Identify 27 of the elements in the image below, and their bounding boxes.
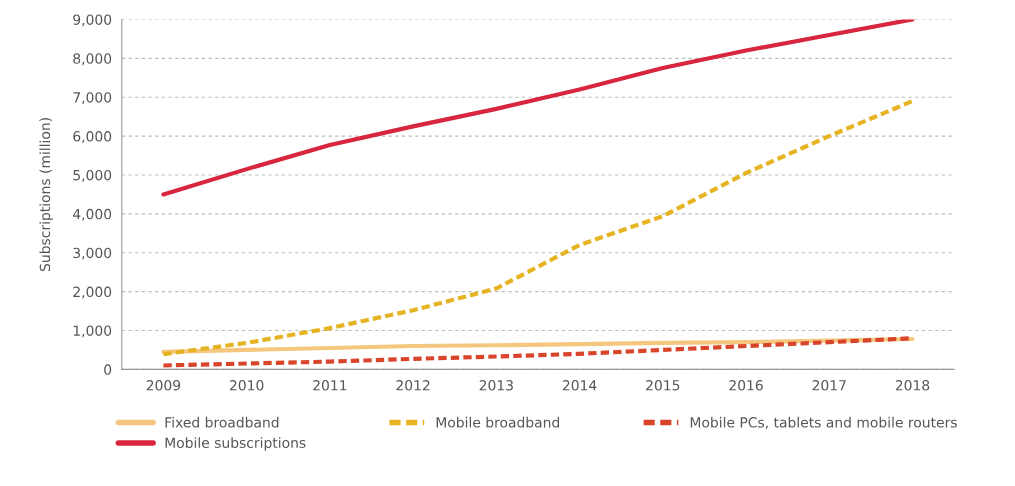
y-tick-label: 6,000: [73, 131, 112, 143]
x-tick-label: 2012: [396, 380, 430, 391]
legend-label: Mobile subscriptions: [165, 437, 306, 451]
x-tick-label: 2009: [146, 380, 181, 391]
line-series: [161, 99, 915, 357]
x-tick-label: 2013: [479, 380, 513, 391]
y-tick-label: 5,000: [73, 169, 112, 182]
y-tick-label: 0: [104, 364, 112, 375]
y-tick-label: 1,000: [73, 325, 112, 338]
x-tick-label: 2017: [812, 380, 846, 391]
legend-label: Mobile broadband: [436, 416, 559, 428]
y-tick-label: 9,000: [73, 14, 112, 27]
y-tick-label: 4,000: [73, 208, 112, 221]
y-tick-label: 8,000: [73, 53, 112, 66]
line-series: [161, 19, 915, 197]
legend-label: Fixed broadband: [165, 416, 279, 428]
y-tick-label: 3,000: [73, 247, 112, 260]
x-tick-label: 2016: [729, 380, 763, 391]
x-tick-label: 2011: [313, 380, 347, 391]
y-tick-label: 2,000: [73, 286, 112, 299]
y-axis-title: Subscriptions (million): [39, 118, 53, 272]
legend-label: Mobile PCs, tablets and mobile routers: [690, 416, 957, 430]
x-tick-label: 2015: [646, 380, 680, 391]
y-tick-label: 7,000: [73, 92, 112, 105]
x-tick-label: 2010: [229, 380, 264, 391]
x-tick-label: 2018: [895, 380, 930, 391]
x-tick-label: 2014: [562, 380, 597, 391]
